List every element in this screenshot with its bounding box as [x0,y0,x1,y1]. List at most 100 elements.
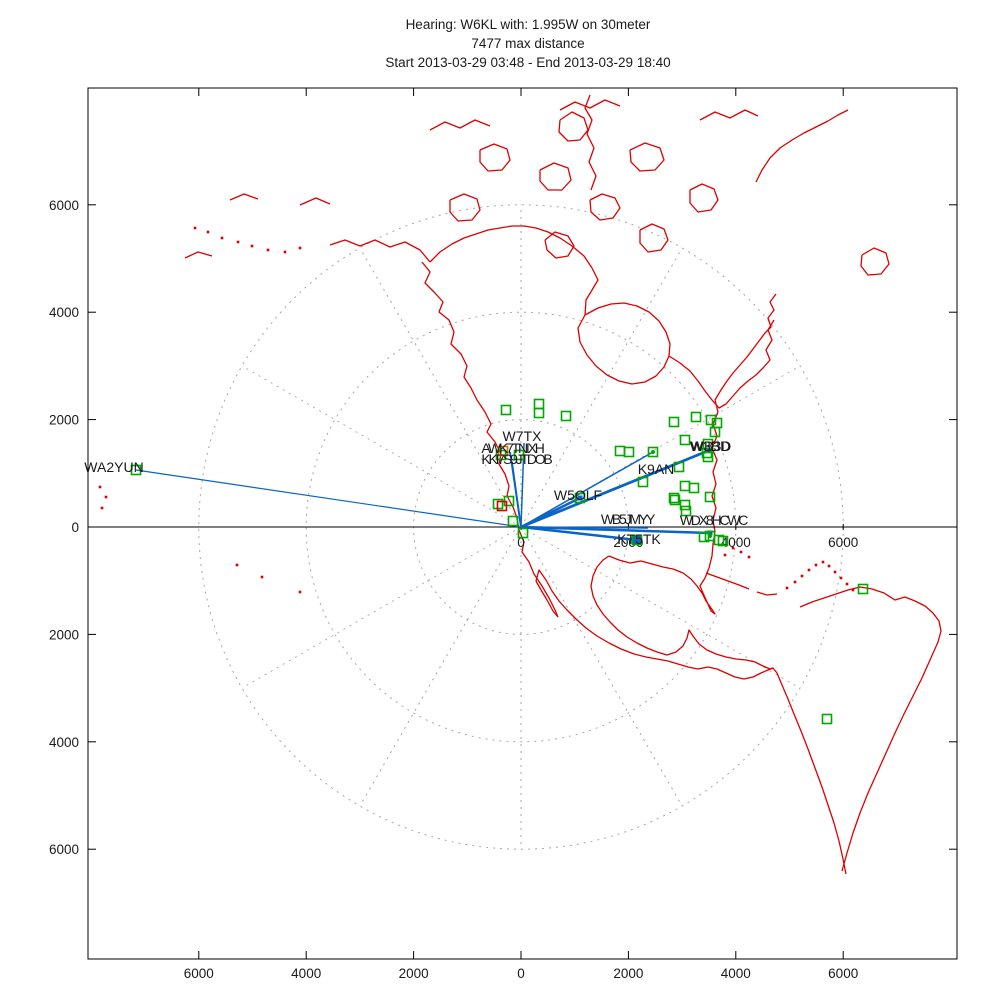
coastline-path [429,119,491,131]
island-speck [250,244,254,248]
spot-square [690,411,702,423]
spot-square [680,505,692,517]
grid-ray-150 [241,365,522,528]
island-speck [104,495,108,499]
y-tick-label: 4000 [49,735,79,750]
island-speck [723,553,727,557]
coastline-path [539,162,572,191]
x-tick-label: 0 [517,966,525,981]
grid-ray-240 [359,526,522,807]
spot-square [614,445,626,457]
island-speck [193,226,197,230]
island-speck [839,576,843,580]
spot-square [130,464,142,476]
spot-square [679,499,691,511]
spot-square [637,476,649,488]
spot-square [679,434,691,446]
x-tick-label: 2000 [613,966,643,981]
y-tick-label: 6000 [49,842,79,857]
station-label-W3BD: W3BD [690,438,730,454]
link-endpoint-W5OLF [577,495,583,501]
spot-square [507,515,519,527]
island-speck [851,588,855,592]
y-tick-label: 2000 [49,413,79,428]
spot-square [623,446,635,458]
x-tick-label: 4000 [291,966,321,981]
spot-square [496,500,508,512]
island-speck [98,485,102,489]
coastline-path [699,109,759,121]
island-speck [260,575,264,579]
spot-square [533,407,545,419]
axes: 6000 4000 2000 0 2000 4000 6000 6000 4000 2000 0 20… [49,87,958,981]
coastline-path [799,586,942,872]
spot-square [560,410,572,422]
island-speck [833,570,837,574]
coastline-path [590,555,774,670]
spot-square [668,492,680,504]
link-line-KKI7S9JTDOB [511,461,522,528]
island-speck [731,546,735,550]
spot-dot [651,450,655,454]
y-tick-label: 4000 [49,305,79,320]
plot-border [87,87,958,960]
island-speck [283,250,287,254]
island-speck [206,230,210,234]
grid-ray-330 [520,526,801,689]
inner-tick-label: 6000 [828,535,858,550]
spot-square [702,451,714,463]
island-speck [814,563,818,567]
spot-square [631,534,643,546]
x-tick-label: 4000 [721,966,751,981]
spot-square [513,449,525,461]
coastline-path [705,572,750,590]
grid-ray-300 [520,526,683,807]
coastline-path [577,302,671,385]
spot-square [668,416,680,428]
coastline-path [629,142,665,172]
link-line-K9AN [520,451,654,528]
x-tick-label: 2000 [399,966,429,981]
spot-square [679,480,691,492]
spot-square [688,482,700,494]
spot-square [669,494,681,506]
spot-square [717,535,729,547]
y-tick-label: 2000 [49,627,79,642]
spot-square [704,491,716,503]
spot-square [821,713,833,725]
coastline-path [421,261,559,618]
coastline-path [558,111,589,142]
y-tick-label: 0 [71,520,79,535]
coastline-path [429,225,599,316]
island-speck [845,582,849,586]
station-label-KT5TK: KT5TK [617,531,661,547]
plot-title: Hearing: W6KL with: 1.995W on 30meter [406,17,651,32]
island-speck [827,564,831,568]
y-tick-label: 6000 [49,198,79,213]
coastline-path [608,293,777,615]
coastline-path [299,197,331,206]
island-speck [785,586,789,590]
island-speck [235,563,239,567]
grid-ray-210 [241,526,522,689]
grid-ray-60 [520,247,683,528]
spot-square [497,445,509,457]
coastline-path [544,231,575,259]
station-label-KKI7S9JTDOB: KKI7S9JTDOB [481,451,552,467]
island-speck [793,580,797,584]
station-label-WB5JMYY: WB5JMYY [601,511,656,527]
spot-square [500,404,512,416]
spot-square [673,461,685,473]
spot-square [647,446,659,458]
coastline-path [479,143,511,172]
link-endpoint-WB3D [707,447,713,453]
island-speck [747,555,751,559]
station-label-WA2YUN: WA2YUN [84,459,143,475]
island-speck [220,236,224,240]
x-tick-label: 6000 [184,966,214,981]
inner-tick-label: 0 [517,535,525,550]
links [135,442,713,543]
